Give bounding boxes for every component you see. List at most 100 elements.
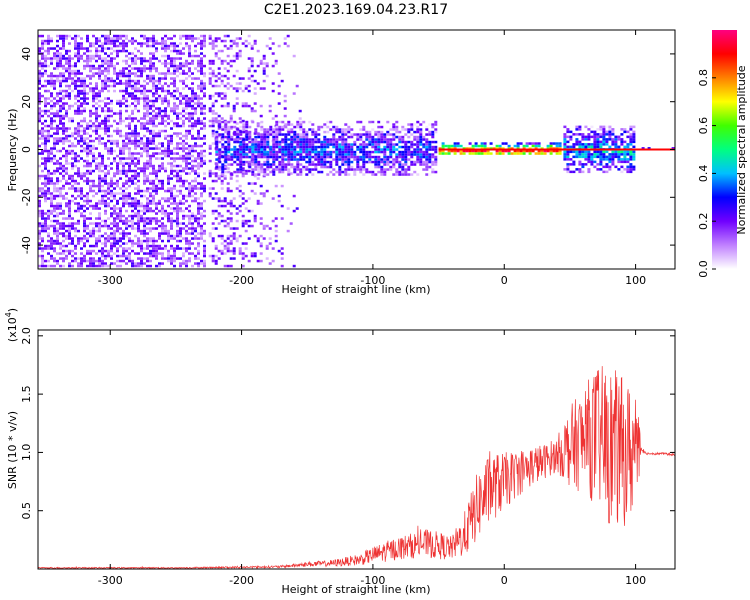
spectrogram-cell — [131, 219, 134, 223]
spectrogram-cell — [167, 117, 170, 120]
spectrogram-cell — [140, 62, 143, 65]
spectrogram-cell — [41, 264, 44, 268]
spectrogram-cell — [197, 212, 200, 215]
spectrogram-cell — [229, 202, 233, 205]
spectrogram-cell — [323, 163, 327, 166]
spectrogram-cell — [62, 39, 65, 43]
spectrogram-cell — [278, 148, 282, 151]
spectrogram-cell — [191, 147, 194, 150]
spectrogram-cell — [185, 102, 188, 105]
spectrogram-cell — [128, 162, 131, 165]
spectrogram-cell — [143, 57, 146, 60]
spectrogram-cell — [191, 154, 194, 158]
spectrogram-cell — [185, 62, 188, 65]
spectrogram-cell — [256, 202, 260, 205]
spectrogram-cell — [425, 168, 429, 171]
spectrogram-cell — [383, 148, 387, 151]
spectrogram-cell — [56, 237, 59, 240]
spectrogram-cell — [47, 47, 50, 50]
spectrogram-cell — [41, 157, 44, 160]
spectrogram-cell — [125, 194, 128, 198]
spectrogram-cell — [623, 145, 627, 149]
spectrogram-cell — [146, 97, 149, 100]
spectrogram-cell — [110, 262, 113, 265]
spectrogram-cell — [173, 124, 176, 128]
spectrogram-cell — [116, 162, 119, 165]
spectrogram-cell — [98, 224, 101, 228]
spectrogram-cell — [152, 172, 155, 175]
spectrogram-cell — [377, 120, 381, 124]
spectrogram-cell — [170, 57, 173, 60]
spectrogram-cell — [401, 140, 405, 144]
spectrogram-cell — [128, 132, 131, 135]
spectrogram-cell — [185, 249, 188, 253]
spectrogram-cell — [278, 133, 282, 136]
spectrogram-cell — [53, 114, 56, 118]
spectrogram-cell — [155, 117, 158, 120]
spectrogram-cell — [68, 242, 71, 245]
spectrogram-cell — [68, 217, 71, 220]
spectrogram-cell — [236, 140, 240, 144]
spectrogram-cell — [278, 160, 282, 164]
spectrogram-cell — [235, 219, 239, 223]
spectrogram-cell — [549, 144, 553, 148]
spectrogram-cell — [257, 133, 261, 136]
spectrogram-cell — [149, 207, 152, 210]
spectrogram-cell — [50, 182, 53, 185]
spectrogram-cell — [404, 168, 408, 171]
spectrogram-cell — [110, 57, 113, 60]
spectrogram-cell — [137, 102, 140, 105]
spectrogram-cell — [456, 149, 460, 153]
spectrogram-cell — [167, 99, 170, 103]
spectrogram-cell — [152, 244, 155, 248]
spectrogram-cell — [371, 120, 375, 124]
spectrogram-cell — [131, 157, 134, 160]
spectrogram-cell — [134, 169, 137, 173]
spectrogram-cell — [74, 132, 77, 135]
spectrogram-cell — [214, 217, 218, 220]
spectrogram-cell — [413, 130, 417, 134]
spectrogram-cell — [56, 94, 59, 98]
spectrogram-cell — [56, 114, 59, 118]
spectrogram-cell — [223, 39, 227, 43]
spectrogram-cell — [140, 202, 143, 205]
spectrogram-cell — [395, 128, 399, 131]
spectrogram-cell — [278, 125, 282, 129]
spectrogram-cell — [298, 117, 302, 120]
spectrogram-cell — [110, 109, 113, 113]
spectrogram-cell — [335, 140, 339, 144]
spectrogram-cell — [244, 219, 248, 223]
spectrogram-cell — [101, 154, 104, 158]
spectrogram-cell — [176, 224, 179, 228]
spectrogram-cell — [575, 133, 579, 136]
spectrogram-cell — [236, 133, 240, 136]
spectrogram-cell — [235, 207, 239, 210]
spectrogram-cell — [572, 163, 576, 166]
spectrogram-cell — [572, 170, 576, 174]
spectrogram-cell — [56, 242, 59, 245]
spectrogram-cell — [223, 197, 227, 200]
spectrogram-cell — [617, 168, 621, 171]
spectrogram-cell — [116, 172, 119, 175]
spectrogram-cell — [44, 104, 47, 108]
spectrogram-cell — [176, 247, 179, 250]
spectrogram-cell — [68, 187, 71, 190]
spectrogram-cell — [250, 252, 254, 255]
spectrogram-cell — [260, 120, 264, 124]
spectrogram-cell — [53, 224, 56, 228]
spectrogram-cell — [401, 158, 405, 161]
spectrogram-cell — [179, 42, 182, 45]
spectrogram-cell — [292, 92, 296, 95]
spectrogram-cell — [263, 163, 267, 166]
spectrogram-cell — [278, 123, 282, 126]
spectrogram-cell — [89, 172, 92, 175]
spectrogram-cell — [419, 130, 423, 134]
spectrogram-cell — [419, 138, 423, 141]
spectrogram-cell — [110, 79, 113, 83]
spectrogram-cell — [596, 143, 600, 146]
spectrogram-cell — [293, 150, 297, 154]
spectrogram-cell — [587, 135, 591, 139]
spectrogram-cell — [71, 117, 74, 120]
spectrogram-cell — [134, 57, 137, 60]
spectrogram-cell — [98, 179, 101, 183]
